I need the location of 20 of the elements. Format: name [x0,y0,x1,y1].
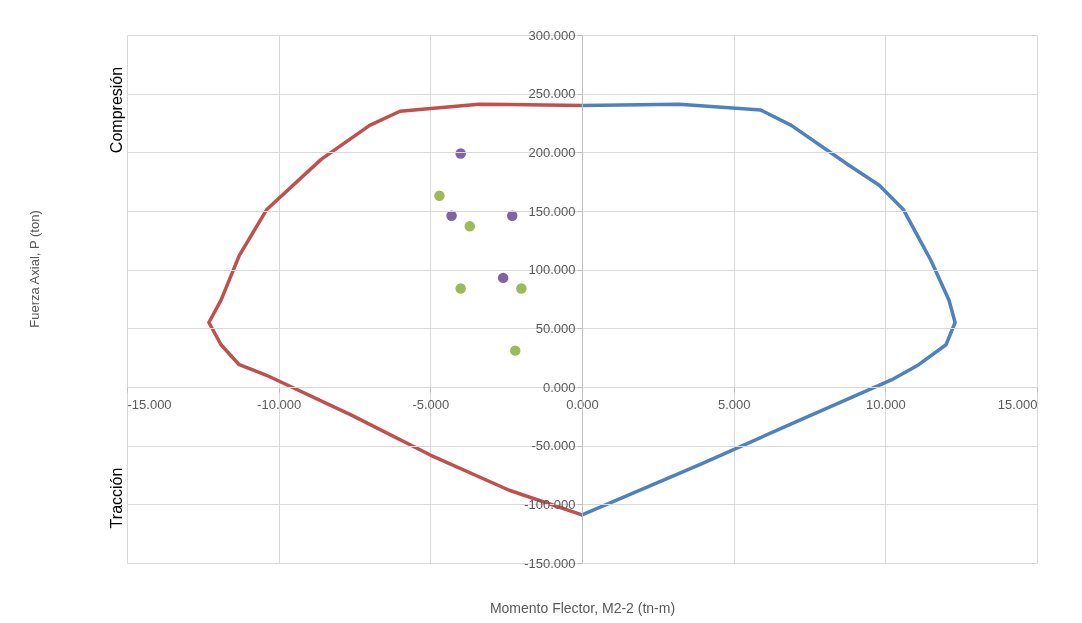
y-tick-label: 0.000 [542,379,576,395]
y-tick-label: -100.000 [524,496,576,512]
x-tick-label: -15.000 [127,396,172,412]
y-tick-label: 250.000 [528,86,576,102]
x-tick-label: 15.000 [997,396,1038,412]
text: Tracción [108,467,125,529]
x-axis-title: Momento Flector, M2-2 (tn-m) [489,599,676,616]
y-tick-label: 300.000 [528,27,576,43]
x-tick-label: -5.000 [412,396,450,412]
y-tick-label: 200.000 [528,144,576,160]
y-tick-label: 100.000 [528,262,576,278]
x-tick-label: 5.000 [717,396,751,412]
text: Fuerza Axial, P (ton) [27,210,42,328]
text: Compresión [108,66,125,154]
y-tick-label: 150.000 [528,203,576,219]
y-tick-label: -150.000 [524,555,576,571]
x-tick-label: -10.000 [257,396,302,412]
y-tick-label: -50.000 [531,438,576,454]
y-tick-label: 50.000 [535,320,576,336]
x-tick-label: 10.000 [865,396,906,412]
